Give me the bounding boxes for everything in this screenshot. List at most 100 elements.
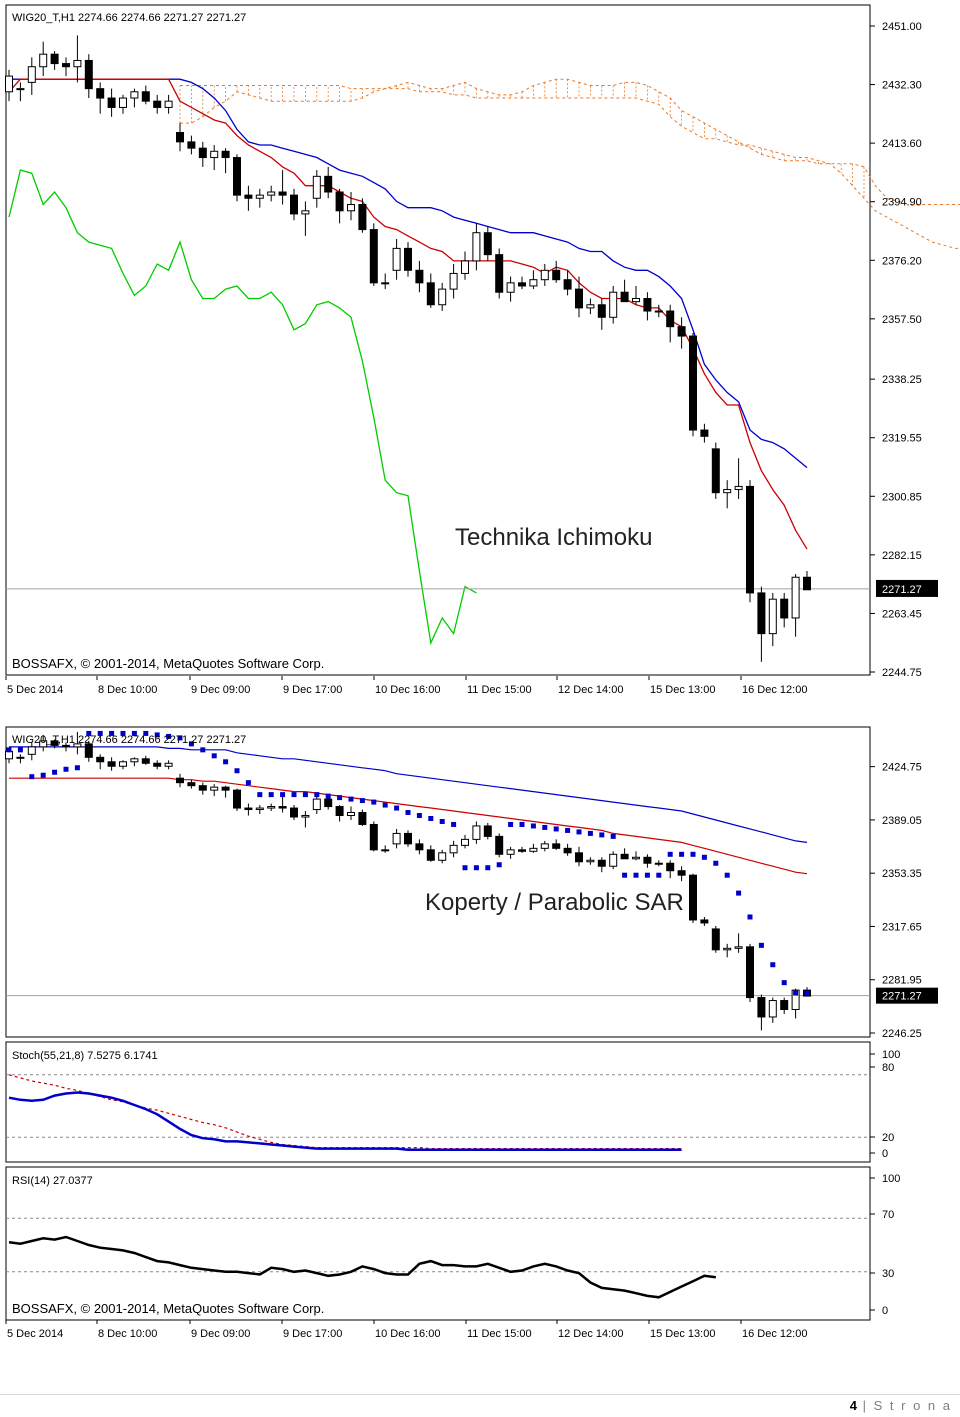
- page-footer: 4 | S t r o n a: [850, 1398, 952, 1413]
- sar-dot: [439, 818, 445, 824]
- sar-dot: [86, 730, 92, 736]
- panel-rsi: [5, 1166, 871, 1321]
- sar-dot: [52, 769, 58, 775]
- symbol-header: WIG20_T,H1 2274.66 2274.66 2271.27 2271.…: [12, 12, 246, 24]
- chikou-span: [8, 169, 477, 646]
- envelope-candle: [700, 919, 709, 924]
- ichimoku-y-tick-label: 2282.15: [882, 550, 922, 562]
- ichimoku-candle: [392, 247, 401, 271]
- ichimoku-y-tick-label: 2394.90: [882, 197, 922, 209]
- envelope-candle: [27, 746, 36, 755]
- ichimoku-candle: [96, 88, 105, 99]
- sar-dot: [63, 766, 69, 772]
- sar-dot: [405, 810, 411, 816]
- sar-dot: [382, 802, 388, 808]
- ichimoku-candle: [119, 97, 127, 108]
- envelope-candle: [267, 806, 276, 809]
- sar-dot: [736, 890, 742, 896]
- envelope-candle: [210, 786, 219, 791]
- ichimoku-candle: [654, 310, 663, 313]
- sar-dot: [416, 813, 422, 819]
- ichimoku-candle: [746, 485, 754, 594]
- sar-dot: [17, 747, 23, 753]
- page-number: 4: [849, 1398, 857, 1413]
- sar-dot: [223, 759, 229, 765]
- envelope-candle: [552, 843, 561, 849]
- sar-dot: [337, 795, 343, 801]
- sar-dot: [371, 799, 377, 805]
- sar-dot: [280, 792, 286, 798]
- sar-dot: [793, 990, 799, 996]
- ichimoku-candle: [540, 269, 549, 281]
- x-tick-label: 11 Dec 15:00: [467, 1328, 532, 1340]
- ichimoku-candle: [301, 210, 310, 215]
- x-tick-label: 10 Dec 16:00: [375, 1328, 440, 1340]
- ichimoku-candle: [700, 429, 709, 437]
- envelope-candle: [609, 853, 618, 867]
- ichimoku-candle: [176, 131, 184, 143]
- sar-dot: [74, 765, 80, 771]
- current-price-badge: [876, 579, 938, 597]
- envelope-candle: [369, 823, 378, 851]
- sar-dot: [348, 796, 354, 802]
- ichimoku-candle: [734, 485, 743, 491]
- footer-separator: |: [862, 1398, 868, 1413]
- current-price-badge: [876, 987, 938, 1004]
- sar-dot: [188, 741, 194, 747]
- envelope-candle: [495, 835, 504, 855]
- ichimoku-y-tick-label: 2338.25: [882, 374, 922, 386]
- envelope-candle: [632, 856, 640, 860]
- sar-dot: [166, 733, 172, 739]
- ichimoku-candle: [233, 157, 241, 196]
- envelope-candle: [666, 862, 675, 872]
- ichimoku-candle: [27, 66, 36, 83]
- ichimoku-candle: [495, 254, 504, 293]
- envelope-y-tick-label: 2424.75: [882, 762, 922, 774]
- x-tick-label: 16 Dec 12:00: [742, 1328, 807, 1340]
- sar-dot: [656, 872, 662, 878]
- ichimoku-candle: [198, 147, 207, 159]
- ichimoku-candle: [358, 204, 367, 231]
- envelope-candle: [518, 849, 526, 852]
- envelope-candle: [404, 832, 412, 845]
- envelope-candle: [187, 782, 196, 787]
- ichimoku-candle: [290, 194, 298, 215]
- envelope-lower: [9, 777, 808, 875]
- ichimoku-candle: [518, 282, 526, 287]
- ichimoku-candle: [506, 282, 515, 293]
- sar-dot: [496, 862, 502, 868]
- ichimoku-candle: [723, 489, 732, 494]
- sar-dot: [177, 735, 183, 741]
- envelope-candle: [347, 812, 355, 817]
- ichimoku-candle: [130, 91, 139, 99]
- sar-dot: [644, 872, 650, 878]
- envelope-candle: [746, 946, 754, 999]
- chart-watermark: Technika Ichimoku: [455, 524, 652, 551]
- envelope-candle: [164, 762, 173, 767]
- envelope-candle: [96, 756, 105, 763]
- x-tick-label: 9 Dec 09:00: [191, 684, 250, 696]
- envelope-candle: [233, 789, 241, 809]
- sar-dot: [553, 826, 559, 832]
- envelope-candle: [506, 849, 515, 855]
- x-tick-label: 10 Dec 16:00: [375, 684, 440, 696]
- chart-watermark: Koperty / Parabolic SAR: [425, 889, 684, 916]
- sar-dot: [291, 792, 297, 798]
- ichimoku-candle: [803, 576, 811, 591]
- sar-dot: [758, 942, 764, 948]
- envelope-candle: [677, 870, 686, 876]
- ichimoku-candle: [461, 260, 469, 274]
- envelope-candle: [780, 1000, 789, 1010]
- ichimoku-candle: [757, 592, 766, 635]
- ichimoku-candle: [244, 194, 253, 199]
- ichimoku-candle: [62, 63, 70, 68]
- rsi-y-tick-label: 0: [882, 1305, 888, 1317]
- sar-dot: [97, 730, 103, 736]
- envelope-candle: [50, 740, 59, 746]
- envelope-candle: [335, 806, 344, 817]
- envelope-candle: [221, 786, 230, 791]
- ichimoku-candle: [438, 288, 447, 306]
- sar-dot: [519, 821, 525, 827]
- envelope-candle: [575, 852, 583, 863]
